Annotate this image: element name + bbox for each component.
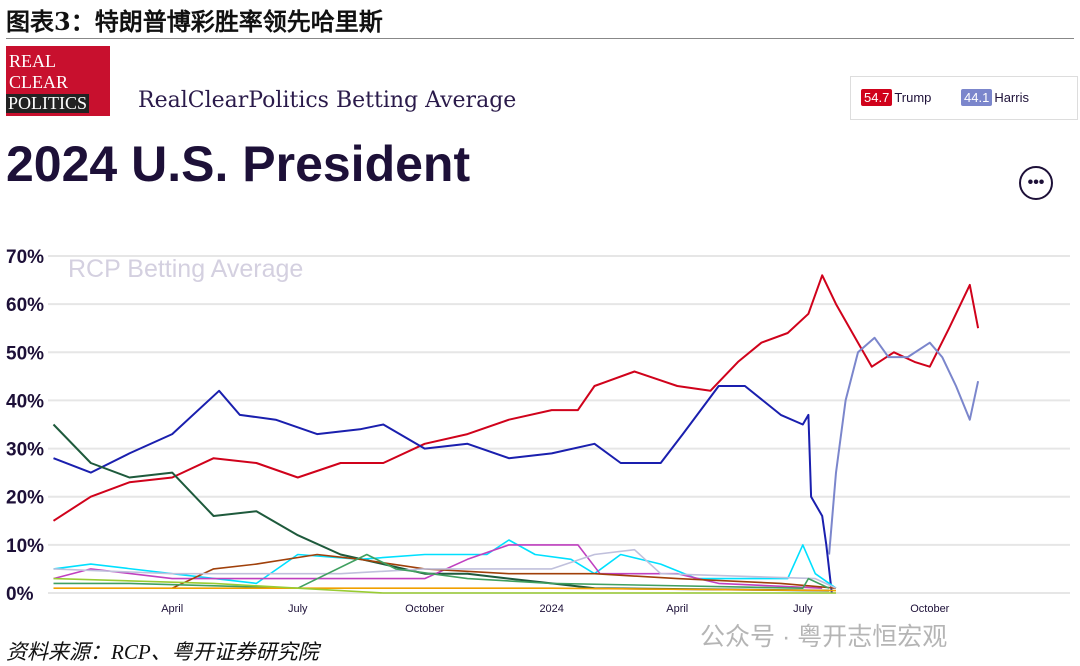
legend: 54.7 Trump 44.1 Harris <box>850 76 1078 120</box>
ellipsis-icon: ••• <box>1027 174 1045 191</box>
chart-title: RCP Betting Average <box>68 255 303 283</box>
y-tick-label: 60% <box>6 295 44 316</box>
y-tick-label: 0% <box>6 584 34 605</box>
watermark: 公众号 · 粤开志恒宏观 <box>700 623 948 651</box>
y-tick-label: 50% <box>6 343 44 364</box>
x-tick-label: April <box>666 603 688 615</box>
figure-title: 图表3：特朗普博彩胜率领先哈里斯 <box>6 7 383 36</box>
series-line <box>53 553 830 589</box>
series-line-trump <box>52 274 980 522</box>
y-tick-label: 30% <box>6 440 44 461</box>
series-line <box>53 577 836 594</box>
legend-item-trump[interactable]: 54.7 Trump <box>861 89 931 106</box>
page-title: 2024 U.S. President <box>6 136 471 192</box>
x-tick-label: July <box>288 603 308 615</box>
y-tick-label: 40% <box>6 391 44 412</box>
legend-item-harris[interactable]: 44.1 Harris <box>961 89 1029 106</box>
series-line <box>53 539 837 589</box>
more-options-button[interactable]: ••• <box>1019 166 1053 200</box>
series-line <box>171 553 837 589</box>
series-line <box>53 385 833 594</box>
chart-subtitle: RealClearPolitics Betting Average <box>138 88 517 113</box>
x-tick-label: October <box>910 603 949 615</box>
title-divider <box>6 38 1074 39</box>
x-tick-label: 2024 <box>539 603 563 615</box>
series-line-harris <box>828 336 980 555</box>
series-line <box>53 548 837 589</box>
series-line <box>53 544 823 589</box>
rcp-logo: REAL CLEAR POLITICS <box>6 46 110 116</box>
x-tick-label: October <box>405 603 444 615</box>
y-tick-label: 10% <box>6 536 44 557</box>
x-tick-label: April <box>161 603 183 615</box>
y-tick-label: 70% <box>6 247 44 268</box>
y-tick-label: 20% <box>6 488 44 509</box>
series-line <box>53 587 837 592</box>
source-note: 资料来源：RCP、粤开证券研究院 <box>6 640 319 664</box>
x-tick-label: July <box>793 603 813 615</box>
